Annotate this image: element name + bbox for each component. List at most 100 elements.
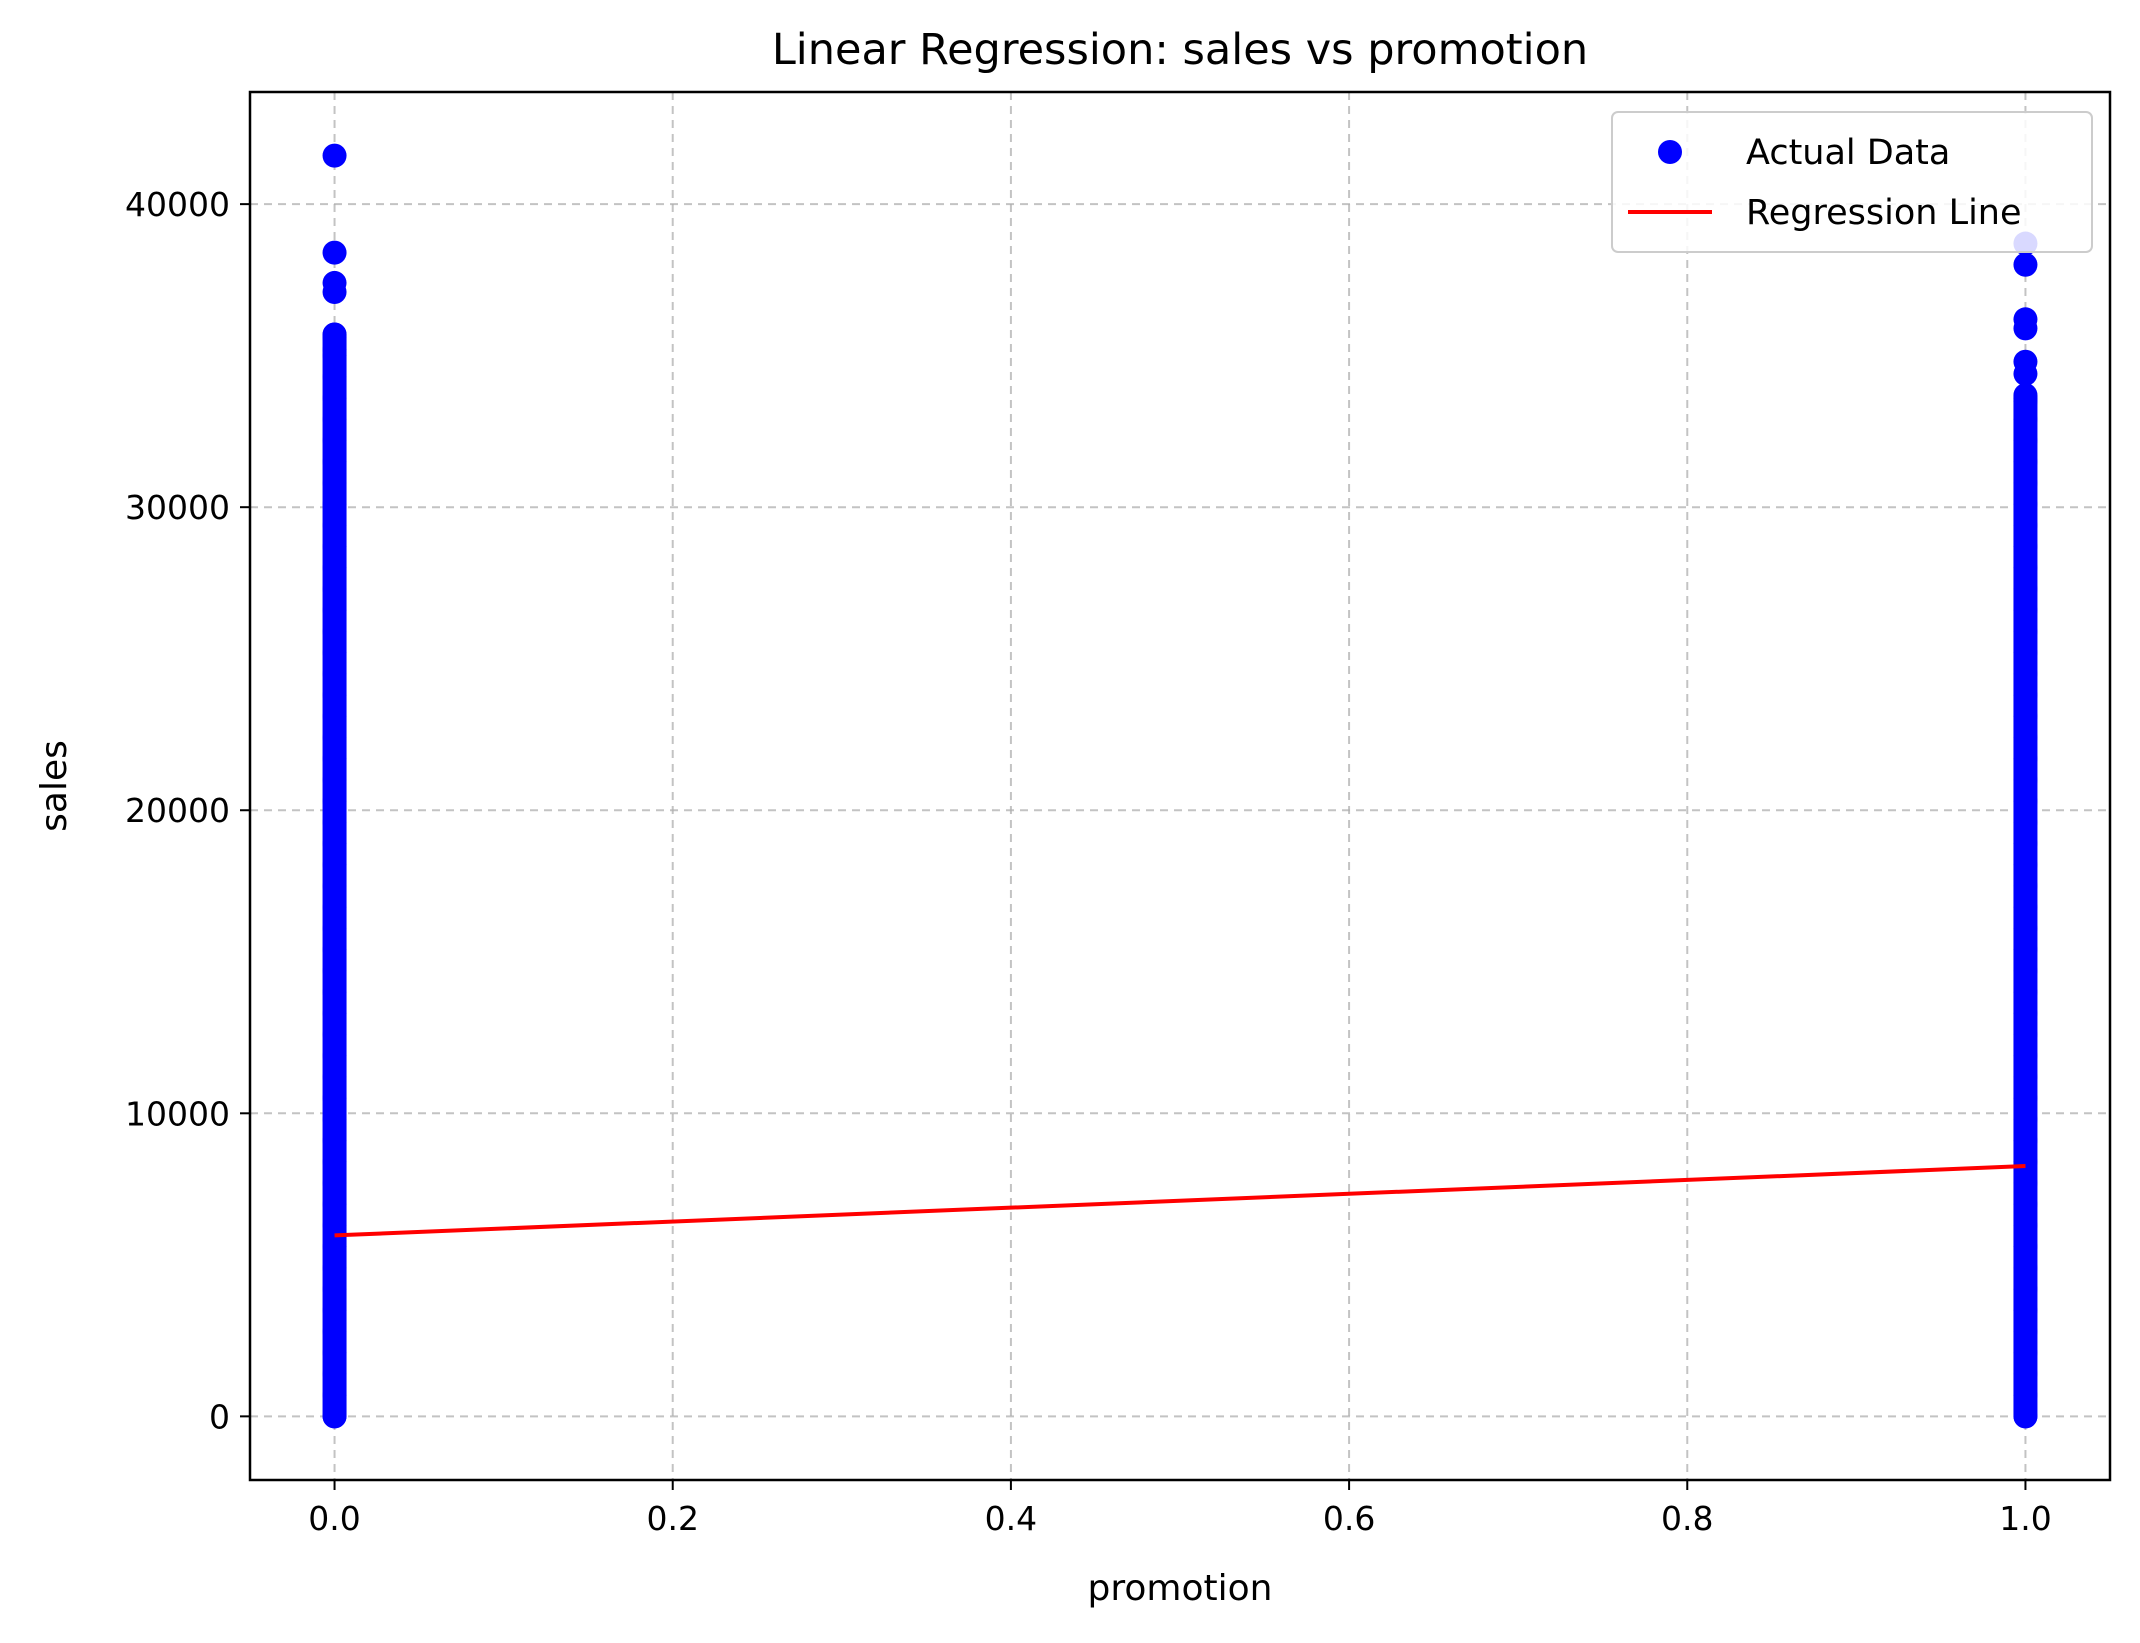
scatter-point xyxy=(322,577,347,602)
scatter-point xyxy=(2013,1213,2038,1238)
scatter-point xyxy=(322,1001,347,1026)
plot-frame xyxy=(248,90,2112,1482)
scatter-point xyxy=(2013,1086,2038,1111)
scatter-point xyxy=(2013,1340,2038,1365)
scatter-point xyxy=(322,916,347,941)
scatter-point xyxy=(2013,895,2038,920)
scatter-point xyxy=(2013,1319,2038,1344)
scatter-point xyxy=(322,407,347,432)
scatter-point xyxy=(322,280,347,305)
scatter-point xyxy=(2013,1404,2038,1429)
scatter-point xyxy=(2013,1001,2038,1026)
scatter-point xyxy=(2013,252,2038,277)
scatter-point xyxy=(2013,704,2038,729)
scatter-point xyxy=(2013,789,2038,814)
scatter-point xyxy=(322,640,347,665)
scatter-point xyxy=(322,661,347,686)
scatter-point xyxy=(322,746,347,771)
scatter-point xyxy=(322,364,347,389)
scatter-point xyxy=(322,1064,347,1089)
regression-line xyxy=(334,1164,2026,1238)
scatter-point xyxy=(2013,958,2038,983)
scatter-point xyxy=(322,1043,347,1068)
scatter-point xyxy=(322,513,347,538)
scatter-point xyxy=(322,534,347,559)
scatter-point xyxy=(322,831,347,856)
scatter-point xyxy=(2013,619,2038,644)
scatter-point xyxy=(2013,916,2038,941)
scatter-point xyxy=(2013,980,2038,1005)
data-layer xyxy=(322,143,2038,1429)
x-axis-label: promotion xyxy=(1088,1568,1273,1609)
legend-marker-actual-data xyxy=(1658,140,1682,164)
x-tick-label: 1.0 xyxy=(1999,1499,2051,1538)
legend: Actual Data Regression Line xyxy=(1611,111,2093,253)
scatter-point xyxy=(322,1298,347,1323)
scatter-point xyxy=(2013,470,2038,495)
scatter-point xyxy=(2013,1234,2038,1259)
y-axis-label: sales xyxy=(34,740,75,832)
y-tick-label: 30000 xyxy=(125,488,230,527)
scatter-point xyxy=(2013,428,2038,453)
scatter-point xyxy=(322,874,347,899)
scatter-point xyxy=(2013,1128,2038,1153)
scatter-point xyxy=(322,1213,347,1238)
scatter-point xyxy=(322,1149,347,1174)
scatter-point xyxy=(2013,874,2038,899)
scatter-point xyxy=(2013,937,2038,962)
scatter-point xyxy=(322,337,347,362)
scatter-point xyxy=(322,492,347,517)
scatter-point xyxy=(322,240,347,265)
scatter-point xyxy=(322,1340,347,1365)
scatter-point xyxy=(322,937,347,962)
scatter-point xyxy=(322,449,347,474)
chart-title: Linear Regression: sales vs promotion xyxy=(772,25,1588,75)
scatter-point xyxy=(2013,725,2038,750)
scatter-point xyxy=(2013,1043,2038,1068)
scatter-point xyxy=(322,958,347,983)
scatter-point xyxy=(2013,1255,2038,1280)
y-tick-label: 40000 xyxy=(125,185,230,224)
y-tick-label: 0 xyxy=(209,1397,230,1436)
scatter-point xyxy=(2013,316,2038,341)
scatter-point xyxy=(322,1128,347,1153)
scatter-point xyxy=(322,1022,347,1047)
scatter-point xyxy=(2013,513,2038,538)
scatter-point xyxy=(2013,577,2038,602)
x-tick-label: 0.0 xyxy=(308,1499,360,1538)
scatter-point xyxy=(2013,389,2038,414)
legend-label-regression-line: Regression Line xyxy=(1746,193,2022,233)
x-tick-label: 0.2 xyxy=(646,1499,698,1538)
axes-layer: 0.0 0.2 0.4 0.6 0.8 1.0 0 10000 20000 30000 40000 xyxy=(125,185,2052,1538)
x-tick-label: 0.8 xyxy=(1661,1499,1713,1538)
scatter-point xyxy=(322,598,347,623)
scatter-point xyxy=(2013,1383,2038,1408)
scatter-point xyxy=(322,619,347,644)
scatter-point xyxy=(322,1383,347,1408)
scatter-point xyxy=(2013,492,2038,517)
scatter-point xyxy=(2013,1064,2038,1089)
scatter-point xyxy=(322,143,347,168)
scatter-point xyxy=(2013,661,2038,686)
x-tick-label: 0.4 xyxy=(985,1499,1037,1538)
scatter-point xyxy=(322,683,347,708)
scatter-point xyxy=(2013,1171,2038,1196)
scatter-point xyxy=(322,810,347,835)
plot-area xyxy=(250,92,2110,1480)
scatter-point xyxy=(322,980,347,1005)
scatter-point xyxy=(2013,746,2038,771)
scatter-point xyxy=(322,704,347,729)
scatter-point xyxy=(322,1255,347,1280)
scatter-point xyxy=(2013,831,2038,856)
scatter-point xyxy=(2013,810,2038,835)
scatter-point xyxy=(322,1404,347,1429)
scatter-point xyxy=(2013,555,2038,580)
scatter-point xyxy=(322,1361,347,1386)
scatter-point xyxy=(2013,683,2038,708)
scatter-point xyxy=(2013,1298,2038,1323)
scatter-point xyxy=(2013,1361,2038,1386)
y-tick-label: 10000 xyxy=(125,1094,230,1133)
scatter-point xyxy=(2013,640,2038,665)
